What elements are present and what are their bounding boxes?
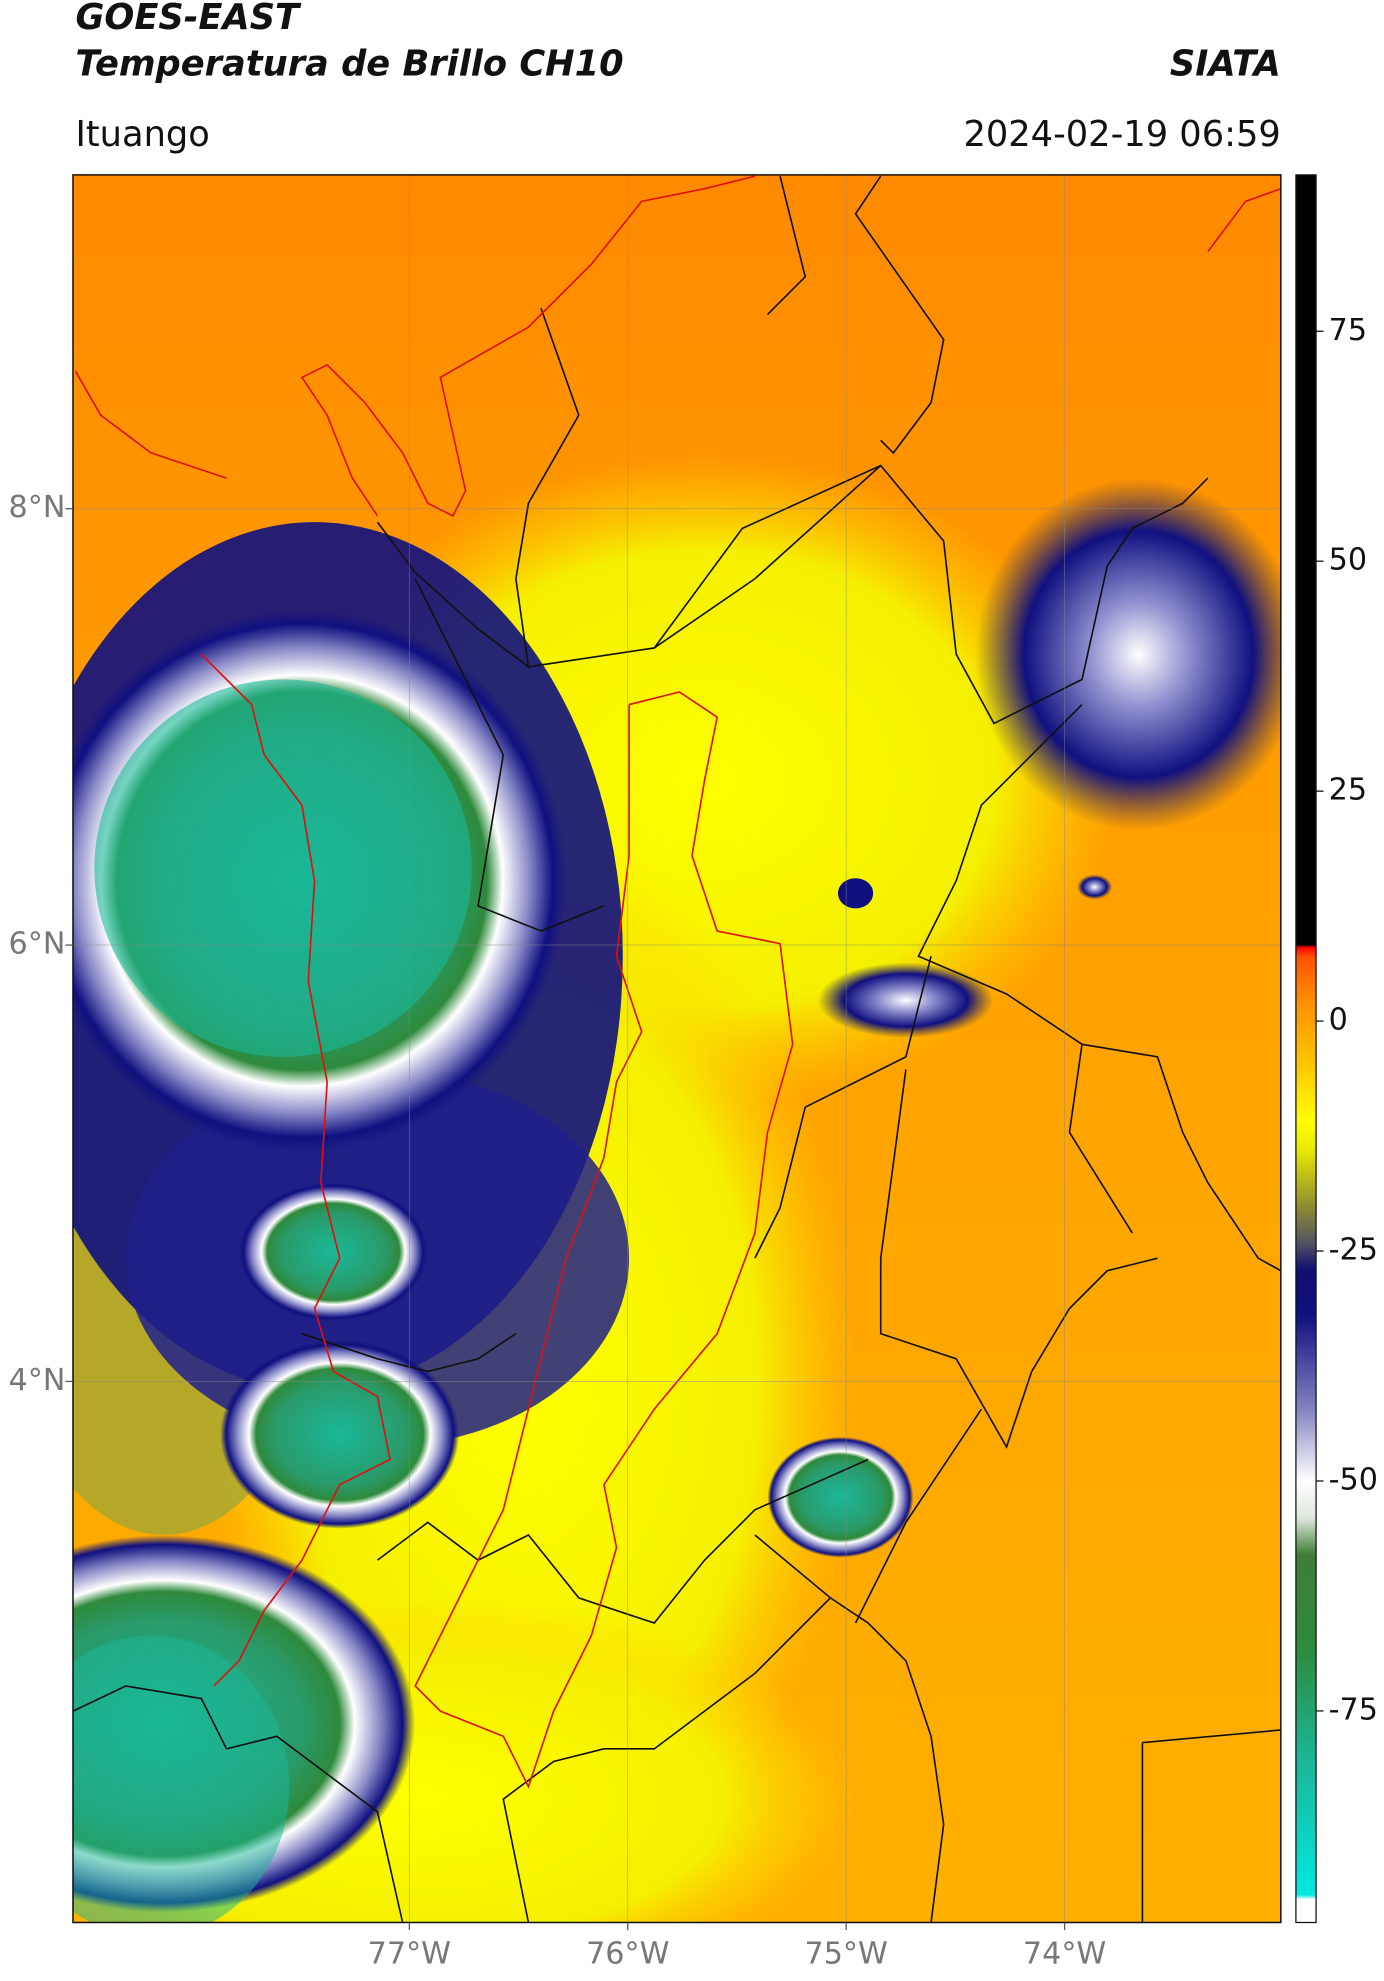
- map-frame: [72, 174, 1282, 1924]
- colorbar-tick-label: 75: [1329, 313, 1367, 348]
- y-tick-label: 6°N: [9, 927, 66, 962]
- subtitle: Temperatura de Brillo CH10: [75, 43, 623, 84]
- storm-core: [94, 679, 472, 1057]
- storm-cell: [767, 1436, 914, 1558]
- colorbar-tick-label: 50: [1329, 543, 1367, 578]
- colorbar-tick-label: 0: [1329, 1003, 1348, 1038]
- x-tick-label: 77°W: [368, 1937, 451, 1972]
- storm-cell: [239, 1182, 428, 1322]
- y-tick-label: 8°N: [9, 490, 66, 525]
- map-image: [72, 174, 1281, 1923]
- x-tick-label: 76°W: [586, 1937, 669, 1972]
- title: GOES-EAST: [75, 0, 302, 38]
- cold-cloud: [837, 878, 874, 909]
- colorbar: [1295, 174, 1317, 1924]
- x-tick-label: 75°W: [804, 1937, 887, 1972]
- cold-cloud: [817, 962, 994, 1038]
- x-tick-label: 74°W: [1023, 1937, 1106, 1972]
- cold-cloud: [1077, 874, 1113, 900]
- storm-core: [72, 1635, 290, 1923]
- region: Ituango: [75, 114, 209, 155]
- datetime: 2024-02-19 06:59: [963, 114, 1280, 155]
- source: SIATA: [1170, 43, 1281, 84]
- grid: [72, 174, 1281, 1923]
- y-tick-label: 4°N: [9, 1363, 66, 1398]
- colorbar-tick-label: 25: [1329, 773, 1367, 808]
- colorbar-tick-label: -50: [1329, 1462, 1378, 1497]
- colorbar-tick-label: -75: [1329, 1692, 1378, 1727]
- storm-cell: [220, 1339, 460, 1529]
- cold-cloud: [975, 478, 1281, 831]
- colorbar-tick-label: -25: [1329, 1233, 1378, 1268]
